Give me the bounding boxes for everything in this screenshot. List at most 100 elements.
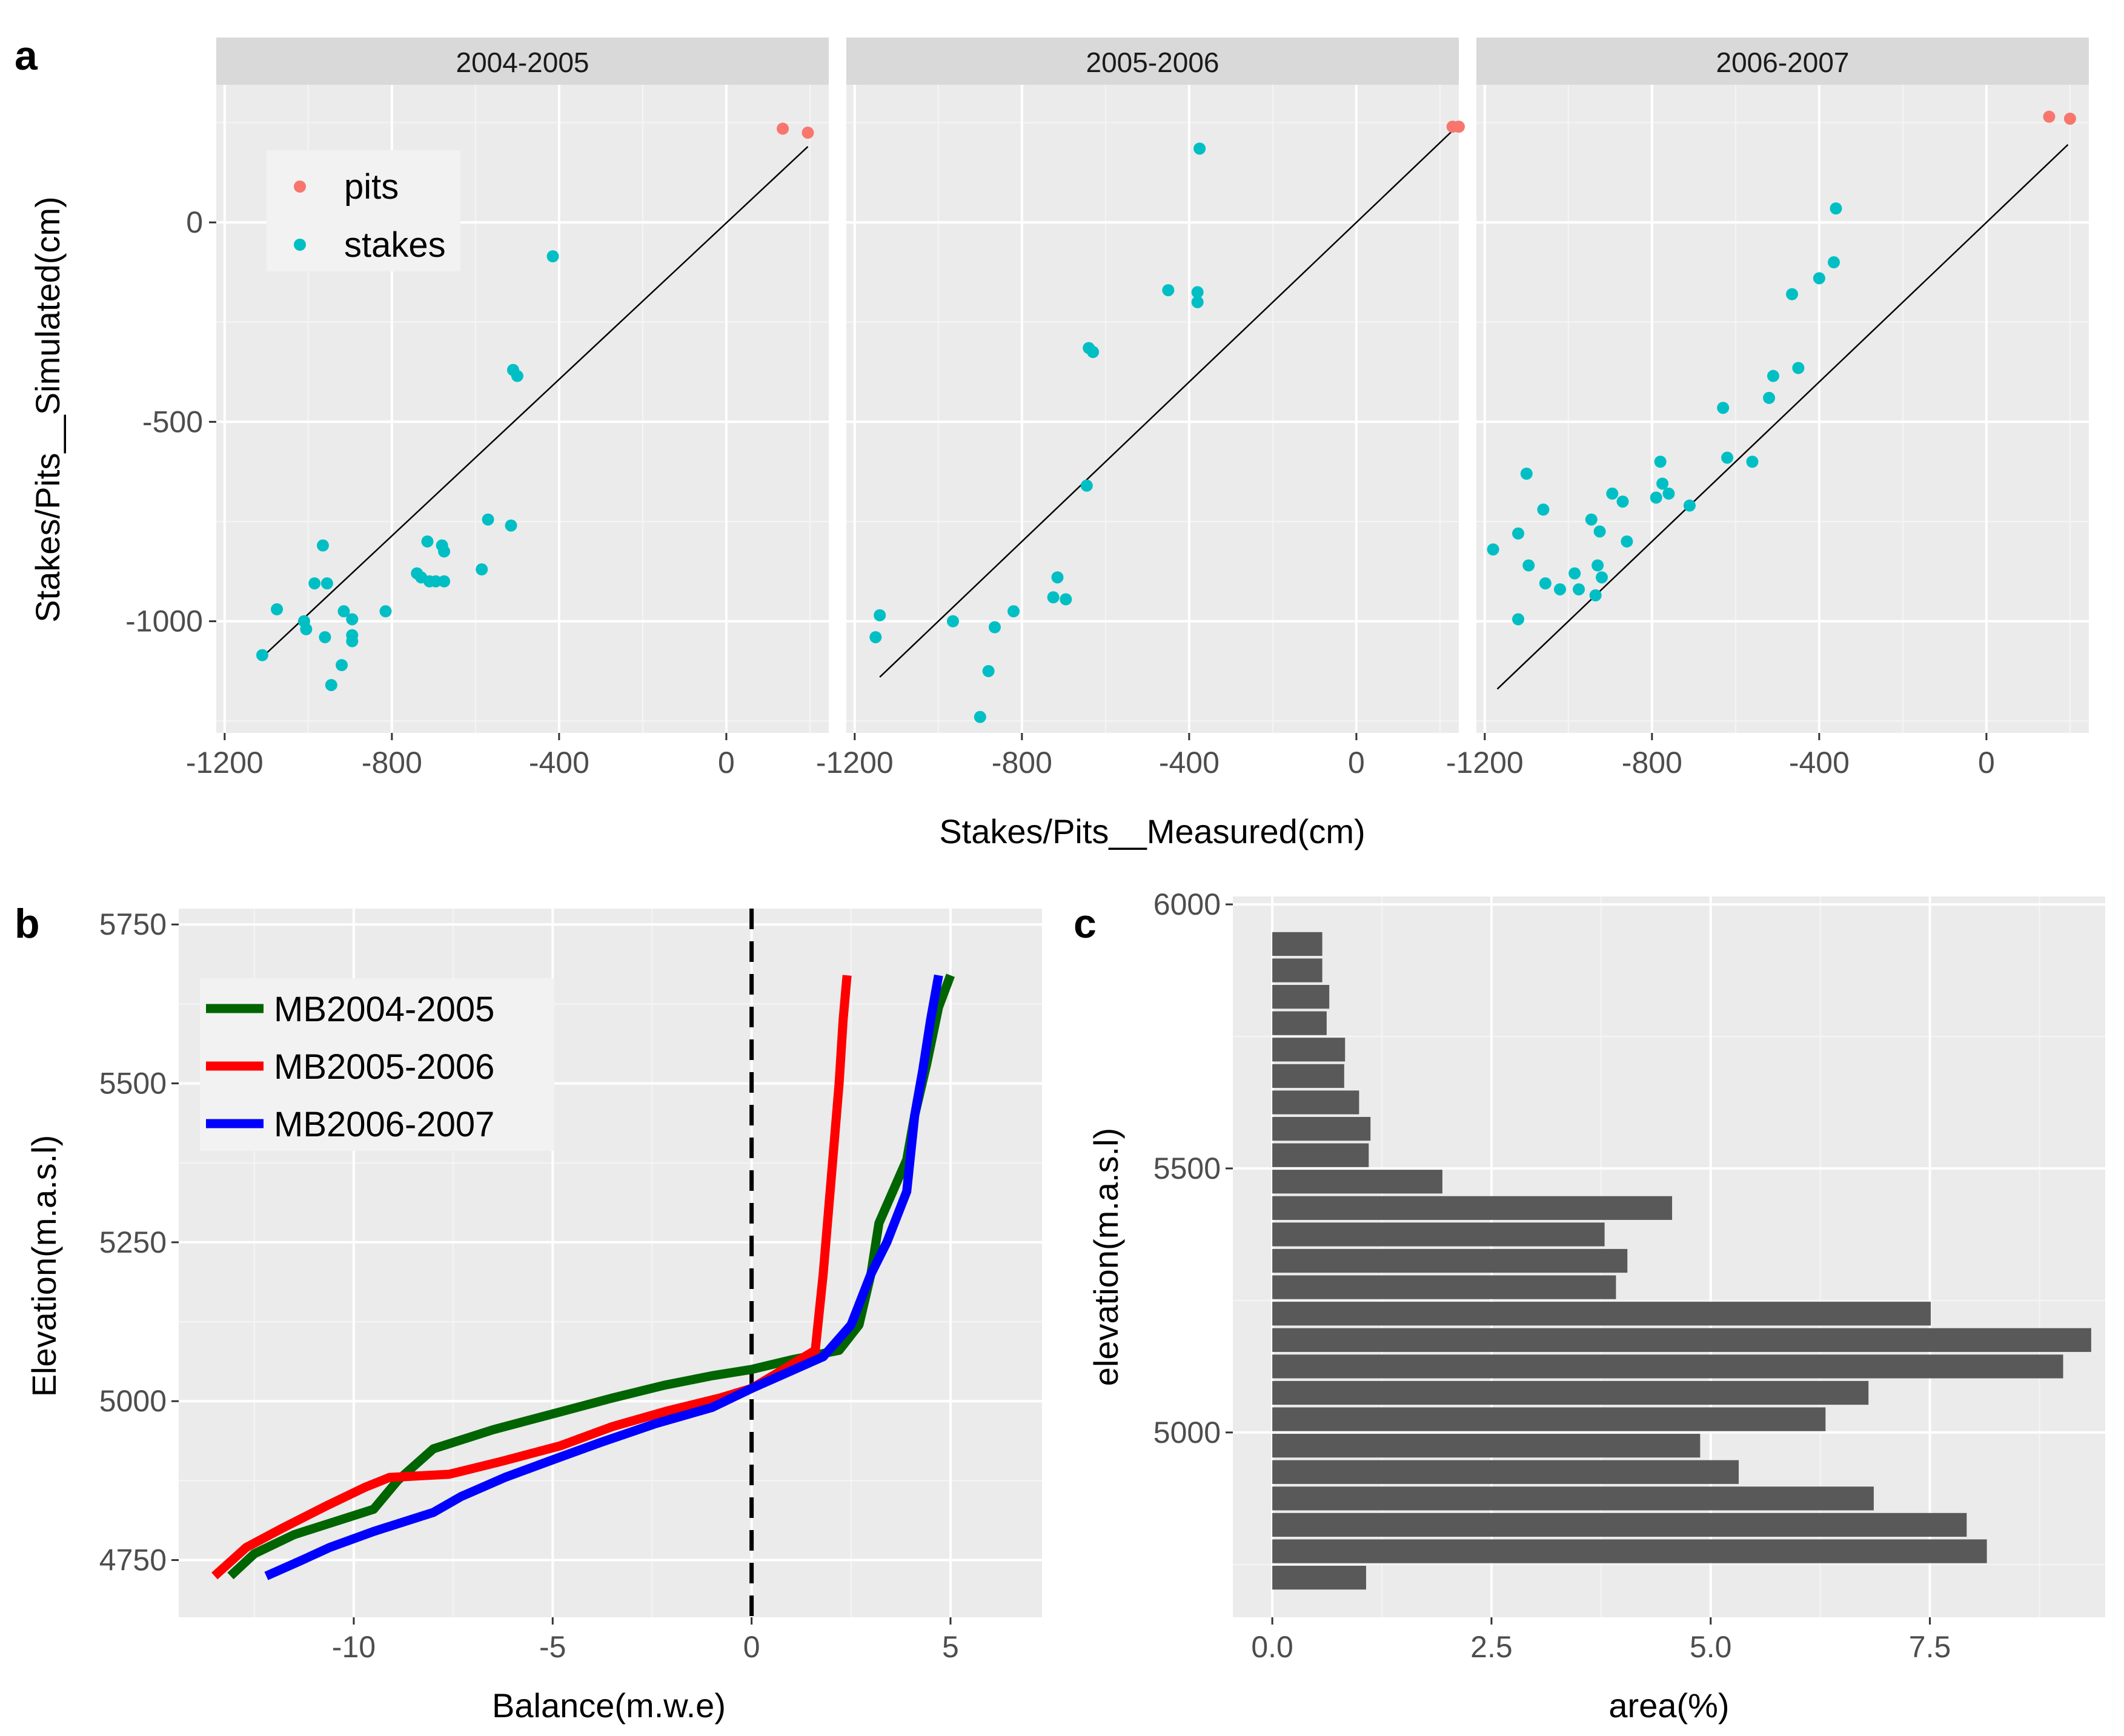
stake-point (1621, 535, 1633, 548)
x-tick-label: -1200 (1446, 746, 1524, 780)
area-bar (1272, 1460, 1739, 1484)
stake-point (308, 577, 321, 590)
facet-strip-label: 2006-2007 (1716, 47, 1850, 78)
legend-key-pits (294, 181, 306, 193)
x-tick-label: -400 (1159, 746, 1220, 780)
area-bar (1272, 1170, 1442, 1194)
stake-point (1568, 567, 1581, 580)
area-bar (1272, 1434, 1701, 1458)
facet-strip-label: 2004-2005 (456, 47, 589, 78)
area-bar (1272, 1038, 1346, 1062)
stake-point (874, 609, 886, 621)
stake-point (1520, 468, 1533, 480)
stake-point (511, 369, 523, 382)
x-tick-label: 0 (718, 746, 735, 780)
stake-point (1554, 583, 1567, 595)
x-tick-label: -10 (332, 1630, 376, 1664)
area-bar (1272, 1302, 1931, 1326)
legend: MB2004-2005 MB2005-2006 MB2006-2007 (200, 978, 554, 1151)
one-to-one-line (262, 146, 809, 658)
series-line-MB2005-2006 (211, 975, 852, 1580)
stake-point (379, 605, 392, 618)
stake-point (982, 664, 995, 677)
legend-label-MB2004-2005: MB2004-2005 (274, 990, 494, 1029)
stake-point (1051, 571, 1064, 584)
y-tick-label: 0 (186, 205, 203, 239)
y-axis-title: Stakes/Pits__Simulated(cm) (28, 196, 67, 622)
pit-point (1453, 121, 1465, 133)
x-tick-label: 0 (743, 1630, 760, 1664)
area-bar (1272, 1566, 1366, 1590)
y-tick-label: 5750 (99, 907, 167, 941)
stake-point (1585, 513, 1598, 526)
x-axis-title: Balance(m.w.e) (492, 1686, 726, 1724)
y-axis-title: elevation(m.a.s.l) (1087, 1128, 1125, 1386)
stake-point (1162, 284, 1175, 297)
stake-point (430, 575, 442, 588)
x-tick-label: 0 (1348, 746, 1365, 780)
y-tick-label: 5250 (99, 1225, 167, 1259)
stake-point (1573, 583, 1585, 595)
x-tick-label: -800 (992, 746, 1052, 780)
scatter-panel-a: 2004-2005 -1200 -800 -400 0 2005-2006 -1200 -80… (28, 38, 2089, 850)
one-to-one-line (879, 126, 1458, 678)
y-tick-label: 5500 (99, 1067, 167, 1101)
area-bar (1272, 932, 1323, 956)
stake-point (505, 519, 517, 532)
stake-point (1606, 487, 1619, 500)
legend-label-stakes: stakes (344, 225, 446, 265)
stake-point (320, 577, 333, 590)
area-bar (1272, 1407, 1826, 1431)
area-bar (1272, 985, 1330, 1009)
panel-label-b: b (15, 901, 40, 947)
area-bar (1272, 1512, 1967, 1537)
stake-point (1487, 543, 1499, 556)
area-bar (1272, 1222, 1605, 1247)
stake-point (1596, 571, 1608, 584)
area-bar (1272, 958, 1323, 982)
stake-point (1512, 527, 1525, 540)
y-tick-label: 5000 (1153, 1416, 1221, 1449)
stake-point (869, 631, 882, 643)
pit-point (2043, 110, 2056, 123)
stake-point (476, 563, 488, 576)
stake-point (1193, 142, 1206, 155)
stake-point (1662, 487, 1675, 500)
area-bar (1272, 1248, 1628, 1273)
x-tick-label: 5 (942, 1630, 959, 1664)
stake-point (1830, 202, 1842, 215)
x-tick-label: 0.0 (1251, 1630, 1293, 1664)
x-tick-label: -800 (1622, 746, 1682, 780)
area-bar (1272, 1116, 1371, 1141)
stake-point (1616, 495, 1629, 508)
stake-point (1007, 605, 1020, 618)
stake-point (1813, 272, 1825, 285)
stake-point (346, 635, 359, 648)
pit-point (777, 122, 789, 135)
facet-strip-label: 2005-2006 (1086, 47, 1220, 78)
legend-key-background (267, 150, 460, 271)
stake-point (1047, 591, 1060, 604)
x-tick-label: 7.5 (1909, 1630, 1951, 1664)
area-bar (1272, 1328, 2091, 1352)
y-tick-label: 5500 (1153, 1151, 1221, 1185)
legend-label-pits: pits (344, 167, 399, 207)
area-bar (1272, 1380, 1869, 1405)
x-tick-label: -1200 (816, 746, 894, 780)
y-tick-label: 6000 (1153, 887, 1221, 921)
legend-label-MB2006-2007: MB2006-2007 (274, 1105, 494, 1144)
stake-point (271, 603, 284, 615)
stake-point (946, 615, 959, 628)
stake-point (1656, 477, 1669, 490)
panel-label-c: c (1074, 901, 1097, 947)
area-bar (1272, 1090, 1359, 1115)
stake-point (1087, 346, 1100, 359)
panel-label-a: a (15, 33, 38, 79)
x-tick-label: -400 (1789, 746, 1850, 780)
area-bar (1272, 1539, 1987, 1563)
stake-point (1767, 369, 1779, 382)
stake-point (1650, 491, 1662, 504)
area-bar (1272, 1196, 1673, 1220)
stake-point (325, 678, 337, 691)
area-bar (1272, 1143, 1369, 1167)
